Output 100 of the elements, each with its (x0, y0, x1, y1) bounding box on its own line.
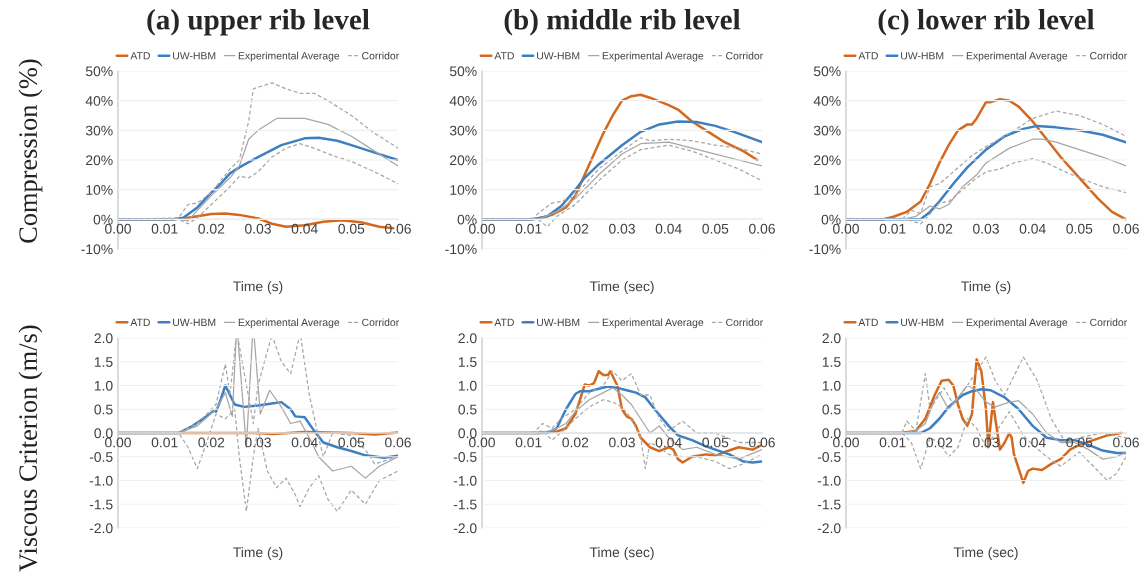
y-tick-label: 20% (450, 155, 477, 166)
x-tick-label: 0.04 (291, 437, 318, 448)
x-axis-title: Time (sec) (589, 547, 654, 560)
legend-label: Corridor (1090, 318, 1128, 327)
x-tick-label: 0.06 (385, 223, 411, 234)
y-tick-label: 40% (449, 96, 477, 106)
x-tick-label: 0.05 (1066, 437, 1093, 448)
chart-title: (c) lower rib level (878, 9, 1095, 36)
y-tick-label: 0.5 (822, 404, 841, 415)
y-tick-label: -2.0 (453, 523, 477, 534)
y-tick-label: 50% (813, 66, 841, 77)
y-tick-label: -10% (445, 244, 477, 255)
legend-label: Experimental Average (966, 51, 1068, 62)
legend-label: Corridor (1090, 51, 1128, 60)
y-tick-label: -0.5 (817, 452, 841, 462)
y-tick-label: -10% (809, 244, 841, 255)
x-tick-label: 0.03 (245, 223, 271, 234)
legend-label: Experimental Average (238, 318, 340, 329)
y-tick-label: 0.5 (94, 404, 113, 415)
x-tick-label: 0.00 (833, 223, 859, 234)
x-tick-label: 0.01 (515, 437, 542, 448)
x-tick-label: 0.01 (879, 223, 906, 234)
x-tick-label: 0.03 (609, 223, 635, 234)
x-axis-title: Time (s) (233, 547, 283, 560)
y-tick-label: 0.5 (458, 404, 477, 415)
y-tick-label: 2.0 (822, 333, 841, 344)
y-tick-label: 10% (450, 185, 477, 195)
y-tick-label: -2.0 (89, 523, 113, 534)
x-tick-label: 0.06 (749, 223, 775, 234)
legend-label: Corridor (362, 318, 400, 327)
legend-label: UW-HBM (537, 318, 580, 327)
x-tick-label: 0.01 (151, 223, 178, 234)
y-tick-label: 30% (813, 125, 841, 136)
y-tick-label: -10% (81, 244, 113, 255)
y-tick-label: 2.0 (94, 333, 113, 344)
legend-label: Corridor (362, 51, 400, 60)
y-tick-label: 0.0 (458, 428, 477, 439)
x-tick-label: 0.02 (562, 437, 589, 448)
x-tick-label: 0.04 (655, 437, 682, 448)
y-tick-label: 0% (93, 214, 113, 225)
legend-label: UW-HBM (901, 318, 944, 327)
x-tick-label: 0.03 (245, 437, 271, 448)
x-tick-label: 0.06 (1113, 437, 1139, 448)
chart-title: (b) middle rib level (504, 9, 741, 36)
x-tick-label: 0.05 (1066, 223, 1093, 234)
legend-label: UW-HBM (173, 318, 216, 327)
y-tick-label: -0.5 (453, 452, 477, 462)
y-tick-label: 50% (449, 66, 477, 77)
y-tick-label: 10% (86, 185, 113, 195)
y-tick-label: 40% (813, 96, 841, 106)
legend-label: ATD (494, 318, 514, 326)
y-tick-label: -1.5 (817, 499, 841, 510)
legend-label: Experimental Average (966, 318, 1068, 329)
x-tick-label: 0.05 (338, 437, 365, 448)
x-tick-label: 0.02 (562, 223, 589, 234)
y-tick-label: 1.5 (458, 357, 477, 367)
y-tick-label: 1.0 (822, 380, 841, 391)
legend-label: ATD (858, 318, 878, 326)
legend-label: ATD (130, 52, 150, 60)
x-tick-label: 0.00 (105, 437, 131, 448)
x-tick-label: 0.02 (198, 437, 225, 448)
y-tick-label: 20% (814, 155, 841, 166)
legend-label: UW-HBM (901, 52, 944, 60)
x-tick-label: 0.01 (515, 223, 542, 234)
x-tick-label: 0.06 (749, 437, 775, 448)
legend-label: Corridor (726, 51, 764, 60)
x-tick-label: 0.04 (291, 223, 318, 234)
x-tick-label: 0.00 (833, 437, 859, 448)
y-tick-label: -1.5 (453, 499, 477, 510)
y-tick-label: 2.0 (458, 333, 477, 344)
x-axis-title: Time (sec) (589, 281, 654, 294)
x-tick-label: 0.03 (973, 223, 999, 234)
x-tick-label: 0.04 (655, 223, 682, 234)
y-tick-label: 30% (449, 125, 477, 136)
x-axis-title: Time (sec) (953, 547, 1018, 560)
y-axis-title: Compression (%) (18, 59, 43, 243)
x-tick-label: 0.01 (151, 437, 178, 448)
x-tick-label: 0.00 (469, 223, 495, 234)
y-tick-label: 50% (85, 66, 113, 77)
legend-label: Experimental Average (602, 318, 704, 329)
x-tick-label: 0.05 (702, 437, 729, 448)
y-tick-label: 0.0 (822, 428, 841, 439)
y-tick-label: 1.5 (94, 357, 113, 367)
legend-label: Experimental Average (602, 51, 704, 62)
legend-label: UW-HBM (173, 52, 216, 60)
legend-label: ATD (494, 52, 514, 60)
x-tick-label: 0.01 (879, 437, 906, 448)
x-tick-label: 0.03 (609, 437, 635, 448)
y-tick-label: 1.0 (458, 380, 477, 391)
legend-label: ATD (130, 318, 150, 326)
legend-label: Experimental Average (238, 51, 340, 62)
legend-label: ATD (858, 52, 878, 60)
y-tick-label: -1.0 (453, 475, 477, 486)
x-tick-label: 0.05 (702, 223, 729, 234)
y-tick-label: -1.0 (817, 475, 841, 486)
x-tick-label: 0.02 (926, 437, 953, 448)
y-tick-label: -1.0 (89, 475, 113, 486)
y-tick-label: 10% (814, 185, 841, 195)
y-tick-label: 0.0 (94, 428, 113, 439)
legend-label: Corridor (726, 318, 764, 327)
